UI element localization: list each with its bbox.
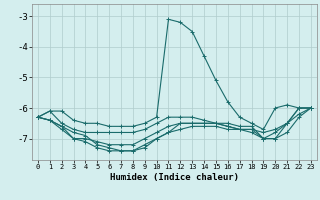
X-axis label: Humidex (Indice chaleur): Humidex (Indice chaleur) <box>110 173 239 182</box>
